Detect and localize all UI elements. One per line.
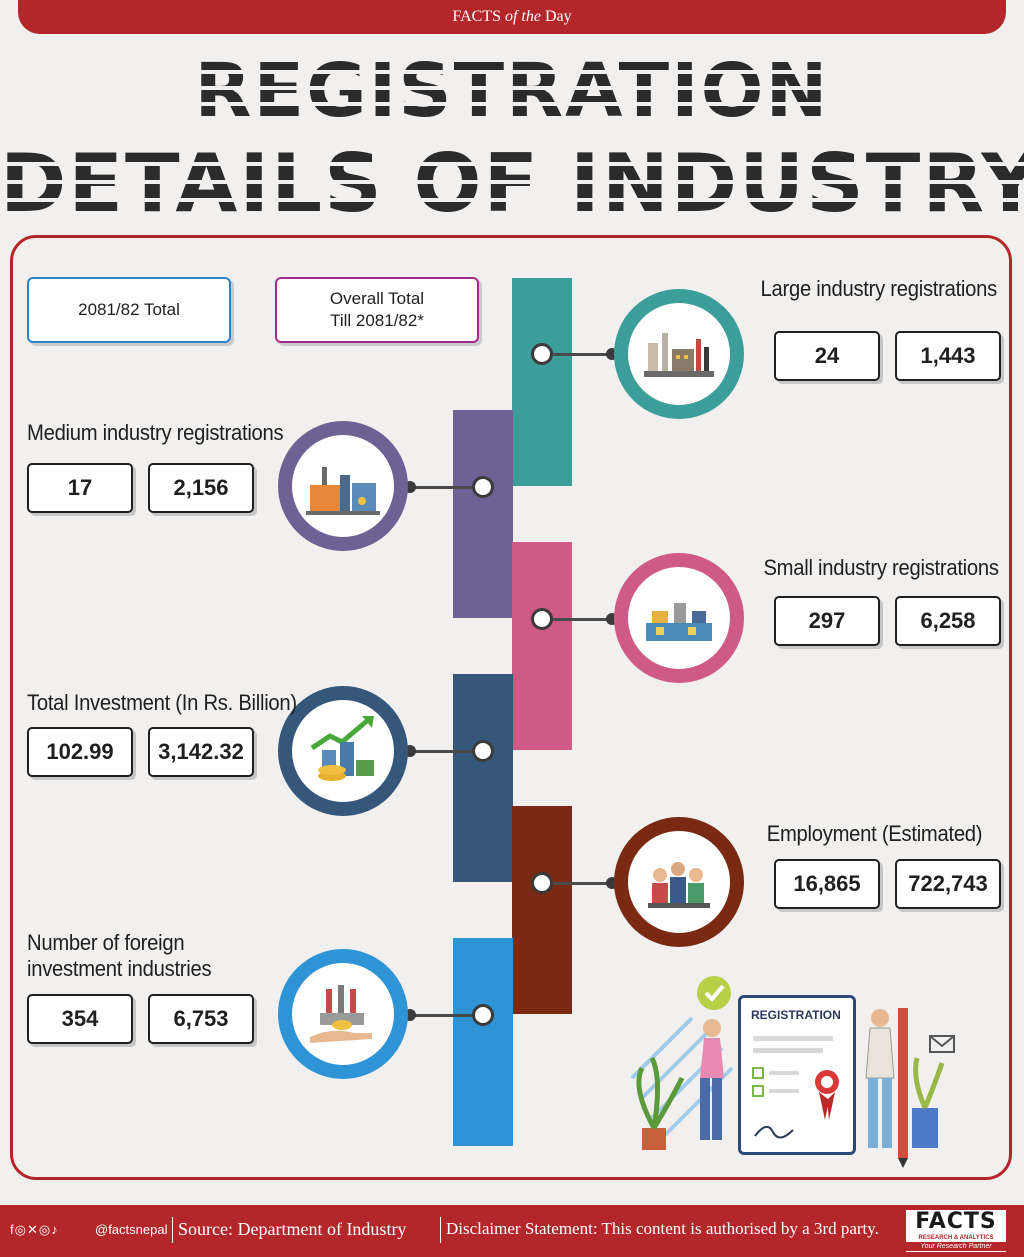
timeline-bar-large	[512, 278, 572, 486]
disclaimer-text: Disclaimer Statement: This content is au…	[446, 1219, 879, 1238]
brand-mid: of the	[504, 8, 541, 25]
row-label-foreign-line1: Number of foreign	[27, 930, 185, 955]
header-banner: FACTS of the Day	[18, 0, 1006, 34]
investment-growth-icon	[278, 686, 408, 816]
value-overall-investment: 3,142.32	[148, 727, 254, 777]
legend-overall: Overall Total Till 2081/82*	[275, 277, 479, 343]
value-overall-medium: 2,156	[148, 463, 254, 513]
source-text: Source: Department of Industry	[178, 1219, 407, 1239]
legend-current-label: 2081/82 Total	[78, 300, 180, 319]
title-stripe	[0, 102, 1024, 106]
value-current-small: 297	[774, 596, 880, 646]
brand-suffix: Day	[540, 8, 572, 25]
timeline-bar-investment	[453, 674, 513, 882]
small-industry-icon	[614, 553, 744, 683]
row-label-investment: Total Investment (In Rs. Billion)	[27, 690, 297, 715]
registration-illustration	[630, 976, 955, 1168]
value-current-foreign: 354	[27, 994, 133, 1044]
value-current-large: 24	[774, 331, 880, 381]
employees-group-icon	[614, 817, 744, 947]
value-current-employment: 16,865	[774, 859, 880, 909]
timeline-node	[472, 740, 494, 762]
title-stripe	[0, 180, 1024, 184]
logo-sub: RESEARCH & ANALYTICS	[918, 1235, 994, 1241]
timeline-bar-employment	[512, 806, 572, 1014]
timeline-bar-medium	[453, 410, 513, 618]
legend-overall-line2: Till 2081/82*	[330, 311, 424, 330]
row-label-medium: Medium industry registrations	[27, 420, 284, 445]
connector-line	[410, 750, 472, 753]
timeline-bar-foreign	[453, 938, 513, 1146]
footer-divider	[172, 1217, 173, 1243]
page-title-line1: REGISTRATION	[194, 48, 830, 134]
connector-line	[410, 1014, 472, 1017]
timeline-node	[472, 476, 494, 498]
row-label-small: Small industry registrations	[763, 555, 1000, 580]
timeline-bar-small	[512, 542, 572, 750]
value-current-investment: 102.99	[27, 727, 133, 777]
title-stripe	[0, 198, 1024, 202]
row-label-large: Large industry registrations	[760, 276, 998, 301]
foreign-investment-icon	[278, 949, 408, 1079]
footer-bar: f◎✕◎♪ @factsnepal Source: Department of …	[0, 1205, 1024, 1257]
logo-tag: Your Research Partner	[906, 1242, 1006, 1251]
value-overall-foreign: 6,753	[148, 994, 254, 1044]
timeline-node	[531, 343, 553, 365]
logo-main: FACTS	[915, 1209, 997, 1234]
title-stripe	[0, 86, 1024, 90]
value-current-medium: 17	[27, 463, 133, 513]
row-label-employment: Employment (Estimated)	[766, 821, 982, 846]
title-stripe	[0, 70, 1024, 74]
connector-line	[553, 618, 613, 621]
page-title-line2: DETAILS OF INDUSTRY	[0, 137, 1024, 230]
footer-divider	[440, 1217, 441, 1243]
value-overall-employment: 722,743	[895, 859, 1001, 909]
title-stripe	[0, 162, 1024, 166]
timeline-node	[472, 1004, 494, 1026]
row-label-foreign-line2: investment industries	[27, 956, 212, 981]
timeline-node	[531, 608, 553, 630]
legend-overall-line1: Overall Total	[329, 289, 425, 308]
connector-line	[410, 486, 472, 489]
registration-card: REGISTRATION	[738, 995, 856, 1155]
large-factory-icon	[614, 289, 744, 419]
connector-line	[553, 353, 613, 356]
registration-card-title: REGISTRATION	[751, 1008, 841, 1022]
legend-current: 2081/82 Total	[27, 277, 231, 343]
social-handle[interactable]: @factsnepal	[95, 1222, 168, 1237]
brand-prefix: FACTS	[452, 8, 505, 25]
connector-line	[553, 882, 613, 885]
social-icons[interactable]: f◎✕◎♪	[10, 1222, 59, 1237]
timeline-node	[531, 872, 553, 894]
value-overall-large: 1,443	[895, 331, 1001, 381]
facts-logo: FACTS RESEARCH & ANALYTICS Your Research…	[904, 1208, 1008, 1254]
value-overall-small: 6,258	[895, 596, 1001, 646]
medium-factory-icon	[278, 421, 408, 551]
